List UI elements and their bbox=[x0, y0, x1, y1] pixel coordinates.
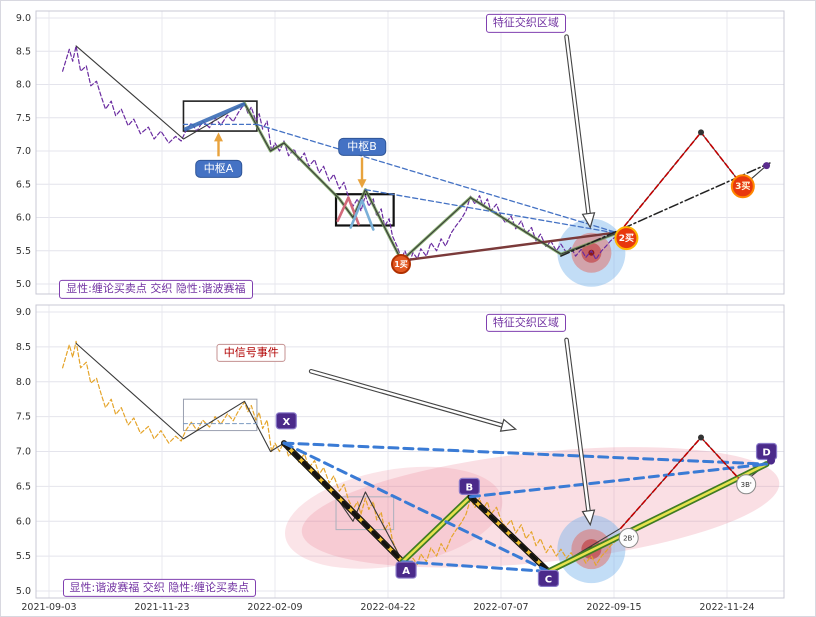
converge-dash-2 bbox=[364, 188, 623, 235]
y-tick-label: 6.0 bbox=[16, 213, 31, 224]
buy2-marker bbox=[614, 226, 639, 251]
y-tick-label: 6.0 bbox=[16, 516, 31, 527]
y-tick-label: 7.0 bbox=[16, 146, 31, 157]
harmonic-dash-BD bbox=[469, 462, 768, 499]
callout-arrowhead bbox=[499, 418, 518, 432]
callout-arrow-core bbox=[565, 338, 590, 513]
x-tick-label: 2022-02-09 bbox=[247, 602, 302, 613]
buy3-prime-marker bbox=[736, 474, 757, 495]
y-tick-label: 5.5 bbox=[16, 551, 31, 562]
leg-BC bbox=[468, 495, 551, 574]
peak-dot bbox=[698, 434, 705, 441]
buy1-marker bbox=[390, 254, 411, 275]
leg-XA bbox=[282, 441, 405, 564]
callout-arrow-core bbox=[309, 370, 504, 427]
point-C-tag-label: C bbox=[545, 574, 552, 585]
y-tick-label: 5.0 bbox=[16, 279, 31, 290]
zigzag-main bbox=[75, 45, 768, 262]
harmonic-dash-XC bbox=[282, 441, 550, 573]
pivot-zone-box bbox=[335, 496, 395, 531]
panel-border bbox=[35, 304, 785, 599]
y-tick-label: 7.5 bbox=[16, 113, 31, 124]
price-line bbox=[62, 340, 620, 570]
point-X-tag-label: X bbox=[282, 417, 290, 428]
x-tick-label: 2022-07-07 bbox=[473, 602, 528, 613]
y-tick-label: 6.5 bbox=[16, 481, 31, 492]
point-D-tag bbox=[755, 442, 778, 461]
leg-AB bbox=[401, 495, 472, 563]
y-tick-label: 7.0 bbox=[16, 447, 31, 458]
y-tick-label: 5.5 bbox=[16, 246, 31, 257]
y-tick-label: 9.0 bbox=[16, 13, 31, 24]
leg-CD bbox=[547, 462, 768, 573]
buy1-marker-label: 1买 bbox=[394, 260, 408, 269]
x-tick-label: 2022-09-15 bbox=[586, 602, 641, 613]
signal-halo bbox=[588, 249, 595, 256]
pointer-arrowhead bbox=[357, 179, 367, 189]
buy2-marker-label: 2买 bbox=[619, 233, 634, 244]
point-A-tag bbox=[395, 561, 417, 579]
panel-border bbox=[35, 10, 785, 295]
boxB-stroke-lightblue bbox=[349, 198, 375, 231]
callout-arrowhead bbox=[581, 509, 596, 527]
callout-arrow-core bbox=[565, 35, 590, 215]
point-B-tag-label: B bbox=[466, 482, 474, 493]
buy3-prime-marker-label: 3B' bbox=[741, 481, 752, 489]
point-X-tag bbox=[275, 412, 297, 430]
pivot-zone-box bbox=[182, 100, 258, 132]
price-line bbox=[62, 45, 620, 264]
y-tick-label: 8.0 bbox=[16, 80, 31, 91]
boxA-stroke-blue bbox=[183, 102, 246, 132]
y-tick-label: 6.5 bbox=[16, 179, 31, 190]
y-tick-label: 5.0 bbox=[16, 586, 31, 597]
pointer-arrowhead bbox=[214, 132, 223, 142]
x-tick-label: 2021-11-23 bbox=[134, 602, 189, 613]
buy2-prime-marker-label: 2B' bbox=[623, 534, 634, 542]
peak-dot bbox=[698, 129, 705, 136]
converge-dash-1 bbox=[256, 123, 623, 235]
y-tick-label: 8.5 bbox=[16, 46, 31, 57]
y-tick-label: 9.0 bbox=[16, 307, 31, 318]
pivot-zone-box bbox=[182, 398, 258, 432]
buy3-marker-label: 3买 bbox=[735, 181, 750, 192]
point-D-tag-label: D bbox=[762, 448, 770, 459]
x-tick-label: 2022-11-24 bbox=[699, 602, 754, 613]
point-B-tag bbox=[458, 477, 480, 495]
end-dot bbox=[763, 162, 771, 170]
y-tick-label: 7.5 bbox=[16, 412, 31, 423]
x-tick-label: 2022-04-22 bbox=[360, 602, 415, 613]
callout-arrowhead bbox=[581, 212, 596, 229]
point-C-tag bbox=[537, 569, 560, 588]
point-D-dot bbox=[767, 456, 776, 465]
harmonic-dash-XD bbox=[282, 441, 768, 466]
buy3-marker bbox=[730, 174, 755, 199]
y-tick-label: 8.0 bbox=[16, 377, 31, 388]
y-tick-label: 8.5 bbox=[16, 342, 31, 353]
x-tick-label: 2021-09-03 bbox=[21, 602, 76, 613]
buy2-prime-marker bbox=[618, 527, 639, 548]
trend-darkred bbox=[400, 230, 621, 262]
harmonic-dash-AC bbox=[401, 560, 550, 573]
highlight-ellipse bbox=[301, 447, 780, 568]
point-A-tag-label: A bbox=[402, 566, 410, 577]
